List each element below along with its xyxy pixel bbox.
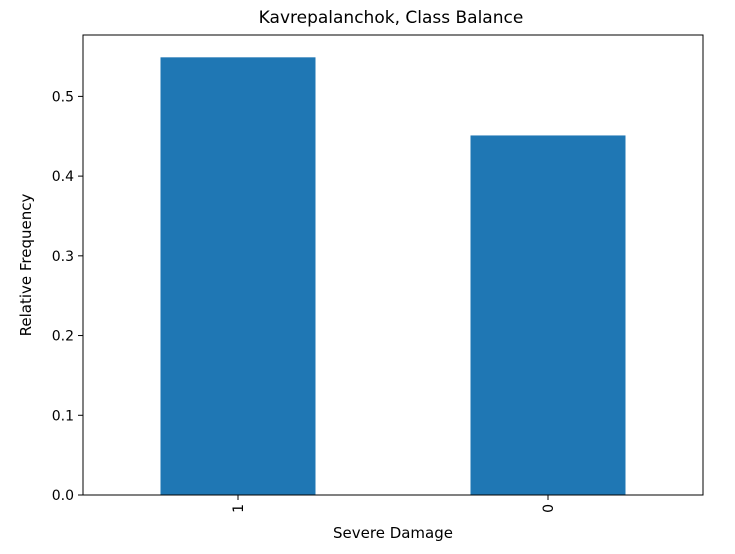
x-axis-label: Severe Damage (333, 524, 453, 542)
y-tick-label: 0.2 (52, 329, 74, 345)
plot-frame (82, 34, 704, 496)
chart-title: Kavrepalanchok, Class Balance (259, 8, 524, 28)
y-tick-label: 0.4 (52, 169, 74, 185)
x-tick-label: 1 (231, 504, 247, 513)
x-tick-label: 0 (541, 504, 557, 513)
y-axis-label: Relative Frequency (17, 194, 35, 337)
plot-area: 0.0 0.1 0.2 0.3 0.4 0.5 1 0 (52, 57, 626, 513)
y-tick-label: 0.5 (52, 89, 74, 105)
y-tick-label: 0.0 (52, 488, 74, 504)
bar-0 (470, 135, 626, 495)
y-tick-label: 0.1 (52, 408, 74, 424)
y-tick-label: 0.3 (52, 249, 74, 265)
bar-1 (160, 57, 316, 495)
